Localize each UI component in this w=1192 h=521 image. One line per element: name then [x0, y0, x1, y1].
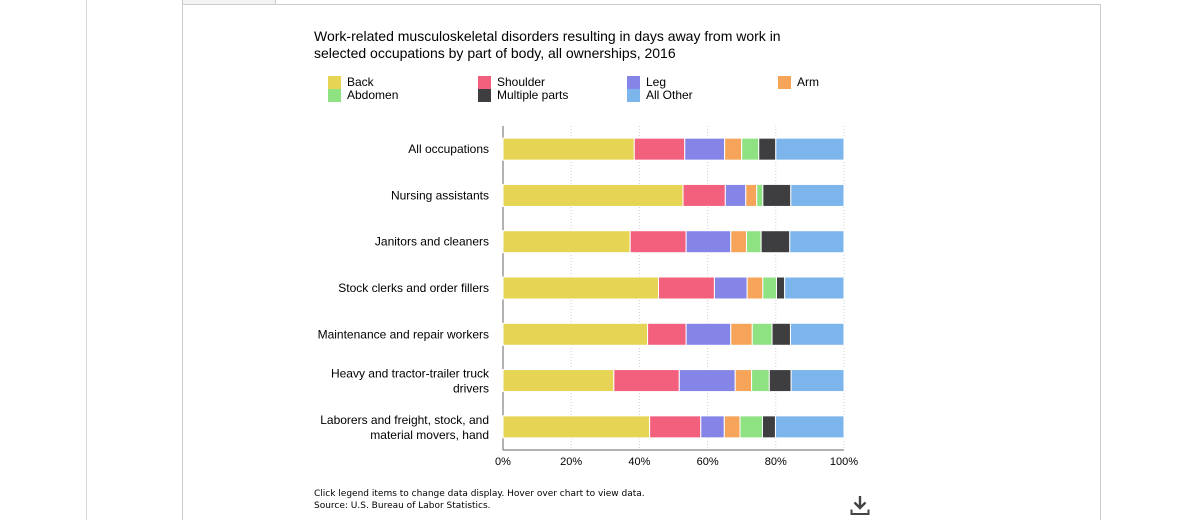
legend-label: Multiple parts	[497, 88, 569, 102]
bar-segment-multiple-parts[interactable]	[775, 276, 786, 300]
bar-segment-leg[interactable]	[684, 137, 726, 161]
bar-segment-all-other[interactable]	[789, 322, 845, 346]
bar-segment-multiple-parts[interactable]	[768, 369, 792, 393]
category-label: All occupations	[408, 142, 489, 156]
bar-segment-arm[interactable]	[734, 369, 753, 393]
bar-segment-arm[interactable]	[723, 415, 741, 439]
x-tick-label: 20%	[560, 456, 582, 468]
bar-segment-leg[interactable]	[713, 276, 748, 300]
bar-segment-arm[interactable]	[730, 230, 747, 254]
legend-swatch	[328, 76, 341, 89]
chart-legend: Back Shoulder Leg Arm Abdomen Multiple parts A…	[328, 76, 848, 106]
legend-swatch	[328, 89, 341, 102]
x-tick-label: 80%	[765, 456, 787, 468]
chart-title: Work-related musculoskeletal disorders r…	[314, 28, 781, 61]
category-label: Stock clerks and order fillers	[338, 281, 489, 295]
bar-segment-all-other[interactable]	[774, 415, 845, 439]
page-frame-left-border	[86, 0, 87, 520]
legend-label: Back	[347, 75, 374, 89]
legend-label: Abdomen	[347, 88, 399, 102]
bar-segment-abdomen[interactable]	[751, 369, 770, 393]
legend-item-back[interactable]: Back	[328, 76, 374, 89]
bar-segment-leg[interactable]	[685, 230, 732, 254]
bar-segment-leg[interactable]	[724, 183, 747, 207]
legend-item-all-other[interactable]: All Other	[627, 89, 693, 102]
category-label: Maintenance and repair workers	[318, 327, 489, 341]
bar-segment-multiple-parts[interactable]	[762, 183, 792, 207]
bar-segment-all-other[interactable]	[790, 369, 845, 393]
legend-item-multiple-parts[interactable]: Multiple parts	[478, 89, 568, 102]
bar-segment-arm[interactable]	[745, 183, 758, 207]
legend-swatch	[478, 89, 491, 102]
bar-segment-leg[interactable]	[678, 369, 736, 393]
legend-item-leg[interactable]: Leg	[627, 76, 666, 89]
bar-segment-arm[interactable]	[724, 137, 743, 161]
bar-segment-shoulder[interactable]	[629, 230, 687, 254]
chart-panel	[182, 4, 1101, 520]
bar-segment-multiple-parts[interactable]	[760, 230, 791, 254]
bar-segment-abdomen[interactable]	[739, 415, 764, 439]
bar-segment-back[interactable]	[502, 415, 651, 439]
bar-segment-arm[interactable]	[746, 276, 764, 300]
bar-segment-multiple-parts[interactable]	[771, 322, 791, 346]
bar-segment-back[interactable]	[502, 322, 649, 346]
bar-segment-all-other[interactable]	[784, 276, 845, 300]
legend-label: Arm	[797, 75, 819, 89]
legend-label: All Other	[646, 88, 693, 102]
chart-instructions: Click legend items to change data displa…	[314, 489, 645, 499]
bar-segment-all-other[interactable]	[790, 183, 845, 207]
bar-segment-abdomen[interactable]	[762, 276, 777, 300]
legend-swatch	[627, 89, 640, 102]
bar-segment-arm[interactable]	[730, 322, 753, 346]
bar-segment-back[interactable]	[502, 276, 659, 300]
bar-segment-shoulder[interactable]	[657, 276, 715, 300]
bar-segment-all-other[interactable]	[789, 230, 845, 254]
bar-segment-abdomen[interactable]	[756, 183, 764, 207]
bar-segment-shoulder[interactable]	[613, 369, 680, 393]
bar-segment-abdomen[interactable]	[745, 230, 762, 254]
bar-segment-shoulder[interactable]	[649, 415, 702, 439]
bar-segment-shoulder[interactable]	[682, 183, 726, 207]
bar-segment-leg[interactable]	[700, 415, 725, 439]
bar-segment-shoulder[interactable]	[633, 137, 686, 161]
category-label: Nursing assistants	[391, 188, 489, 202]
bar-segment-abdomen[interactable]	[751, 322, 773, 346]
category-label: Laborers and freight, stock, and material…	[320, 413, 489, 442]
bar-segment-leg[interactable]	[685, 322, 732, 346]
legend-swatch	[778, 76, 791, 89]
legend-item-abdomen[interactable]: Abdomen	[328, 89, 398, 102]
bar-segment-all-other[interactable]	[775, 137, 845, 161]
x-tick-label: 60%	[697, 456, 719, 468]
legend-item-arm[interactable]: Arm	[778, 76, 819, 89]
category-label: Heavy and tractor-trailer truck drivers	[331, 367, 490, 396]
bar-segment-multiple-parts[interactable]	[762, 415, 776, 439]
x-tick-label: 100%	[830, 456, 858, 468]
bar-segment-back[interactable]	[502, 230, 631, 254]
bar-segment-back[interactable]	[502, 137, 635, 161]
legend-label: Leg	[646, 75, 667, 89]
category-label: Janitors and cleaners	[375, 235, 489, 249]
bar-segment-shoulder[interactable]	[647, 322, 687, 346]
legend-swatch	[627, 76, 640, 89]
bar-segment-back[interactable]	[502, 183, 684, 207]
bar-segment-multiple-parts[interactable]	[758, 137, 777, 161]
legend-label: Shoulder	[497, 75, 546, 89]
bar-segment-back[interactable]	[502, 369, 615, 393]
download-arrow-icon	[850, 496, 870, 515]
download-icon[interactable]	[849, 494, 871, 516]
chart-source: Source: U.S. Bureau of Labor Statistics.	[314, 501, 491, 511]
x-tick-label: 0%	[495, 456, 511, 468]
x-tick-label: 40%	[628, 456, 650, 468]
bar-segment-abdomen[interactable]	[741, 137, 760, 161]
legend-item-shoulder[interactable]: Shoulder	[478, 76, 545, 89]
legend-swatch	[478, 76, 491, 89]
